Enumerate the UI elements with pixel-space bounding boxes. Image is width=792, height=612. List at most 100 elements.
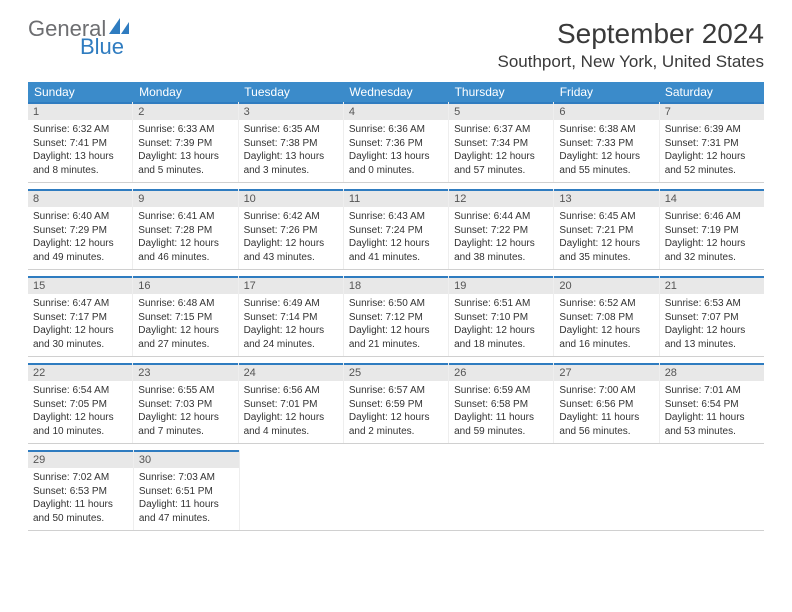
day-body: Sunrise: 6:32 AMSunset: 7:41 PMDaylight:… bbox=[28, 120, 132, 182]
day-number: 15 bbox=[28, 276, 132, 294]
day-cell-29: 29Sunrise: 7:02 AMSunset: 6:53 PMDayligh… bbox=[28, 450, 134, 530]
week-row: 1Sunrise: 6:32 AMSunset: 7:41 PMDaylight… bbox=[28, 102, 764, 183]
day-cell-30: 30Sunrise: 7:03 AMSunset: 6:51 PMDayligh… bbox=[134, 450, 240, 530]
weekday-sunday: Sunday bbox=[28, 82, 133, 102]
day-body: Sunrise: 6:37 AMSunset: 7:34 PMDaylight:… bbox=[449, 120, 553, 182]
day-cell-2: 2Sunrise: 6:33 AMSunset: 7:39 PMDaylight… bbox=[133, 102, 238, 182]
day-cell-1: 1Sunrise: 6:32 AMSunset: 7:41 PMDaylight… bbox=[28, 102, 133, 182]
day-cell-15: 15Sunrise: 6:47 AMSunset: 7:17 PMDayligh… bbox=[28, 276, 133, 356]
day-body: Sunrise: 7:02 AMSunset: 6:53 PMDaylight:… bbox=[28, 468, 133, 530]
day-cell-18: 18Sunrise: 6:50 AMSunset: 7:12 PMDayligh… bbox=[344, 276, 449, 356]
day-body: Sunrise: 6:33 AMSunset: 7:39 PMDaylight:… bbox=[133, 120, 237, 182]
weekday-friday: Friday bbox=[554, 82, 659, 102]
day-number: 14 bbox=[660, 189, 764, 207]
weekday-wednesday: Wednesday bbox=[343, 82, 448, 102]
day-number: 22 bbox=[28, 363, 132, 381]
day-body: Sunrise: 6:45 AMSunset: 7:21 PMDaylight:… bbox=[554, 207, 658, 269]
day-body: Sunrise: 7:01 AMSunset: 6:54 PMDaylight:… bbox=[660, 381, 764, 443]
day-number: 20 bbox=[554, 276, 658, 294]
day-number: 1 bbox=[28, 102, 132, 120]
day-body: Sunrise: 7:03 AMSunset: 6:51 PMDaylight:… bbox=[134, 468, 239, 530]
day-number: 4 bbox=[344, 102, 448, 120]
empty-cell bbox=[449, 450, 554, 530]
weekday-header-row: SundayMondayTuesdayWednesdayThursdayFrid… bbox=[28, 82, 764, 102]
weekday-tuesday: Tuesday bbox=[238, 82, 343, 102]
day-number: 19 bbox=[449, 276, 553, 294]
week-row: 22Sunrise: 6:54 AMSunset: 7:05 PMDayligh… bbox=[28, 363, 764, 444]
day-cell-27: 27Sunrise: 7:00 AMSunset: 6:56 PMDayligh… bbox=[554, 363, 659, 443]
day-cell-19: 19Sunrise: 6:51 AMSunset: 7:10 PMDayligh… bbox=[449, 276, 554, 356]
day-body: Sunrise: 6:42 AMSunset: 7:26 PMDaylight:… bbox=[239, 207, 343, 269]
day-body: Sunrise: 6:59 AMSunset: 6:58 PMDaylight:… bbox=[449, 381, 553, 443]
day-number: 23 bbox=[133, 363, 237, 381]
week-row: 29Sunrise: 7:02 AMSunset: 6:53 PMDayligh… bbox=[28, 450, 764, 531]
day-body: Sunrise: 6:56 AMSunset: 7:01 PMDaylight:… bbox=[239, 381, 343, 443]
day-number: 13 bbox=[554, 189, 658, 207]
day-body: Sunrise: 6:36 AMSunset: 7:36 PMDaylight:… bbox=[344, 120, 448, 182]
page-title: September 2024 bbox=[498, 18, 765, 50]
day-body: Sunrise: 6:46 AMSunset: 7:19 PMDaylight:… bbox=[660, 207, 764, 269]
day-number: 9 bbox=[133, 189, 237, 207]
day-cell-23: 23Sunrise: 6:55 AMSunset: 7:03 PMDayligh… bbox=[133, 363, 238, 443]
day-body: Sunrise: 6:53 AMSunset: 7:07 PMDaylight:… bbox=[660, 294, 764, 356]
day-cell-3: 3Sunrise: 6:35 AMSunset: 7:38 PMDaylight… bbox=[239, 102, 344, 182]
empty-cell bbox=[554, 450, 659, 530]
day-number: 26 bbox=[449, 363, 553, 381]
day-body: Sunrise: 6:39 AMSunset: 7:31 PMDaylight:… bbox=[660, 120, 764, 182]
day-body: Sunrise: 6:52 AMSunset: 7:08 PMDaylight:… bbox=[554, 294, 658, 356]
day-body: Sunrise: 6:43 AMSunset: 7:24 PMDaylight:… bbox=[344, 207, 448, 269]
empty-cell bbox=[659, 450, 764, 530]
day-cell-7: 7Sunrise: 6:39 AMSunset: 7:31 PMDaylight… bbox=[660, 102, 764, 182]
day-number: 25 bbox=[344, 363, 448, 381]
day-body: Sunrise: 6:51 AMSunset: 7:10 PMDaylight:… bbox=[449, 294, 553, 356]
day-cell-24: 24Sunrise: 6:56 AMSunset: 7:01 PMDayligh… bbox=[239, 363, 344, 443]
day-number: 30 bbox=[134, 450, 239, 468]
day-cell-6: 6Sunrise: 6:38 AMSunset: 7:33 PMDaylight… bbox=[554, 102, 659, 182]
empty-cell bbox=[240, 450, 345, 530]
week-row: 15Sunrise: 6:47 AMSunset: 7:17 PMDayligh… bbox=[28, 276, 764, 357]
day-body: Sunrise: 6:40 AMSunset: 7:29 PMDaylight:… bbox=[28, 207, 132, 269]
weekday-monday: Monday bbox=[133, 82, 238, 102]
day-number: 18 bbox=[344, 276, 448, 294]
day-cell-17: 17Sunrise: 6:49 AMSunset: 7:14 PMDayligh… bbox=[239, 276, 344, 356]
weekday-saturday: Saturday bbox=[659, 82, 764, 102]
day-body: Sunrise: 6:41 AMSunset: 7:28 PMDaylight:… bbox=[133, 207, 237, 269]
day-number: 29 bbox=[28, 450, 133, 468]
day-number: 7 bbox=[660, 102, 764, 120]
day-body: Sunrise: 6:48 AMSunset: 7:15 PMDaylight:… bbox=[133, 294, 237, 356]
day-cell-13: 13Sunrise: 6:45 AMSunset: 7:21 PMDayligh… bbox=[554, 189, 659, 269]
day-cell-4: 4Sunrise: 6:36 AMSunset: 7:36 PMDaylight… bbox=[344, 102, 449, 182]
day-number: 17 bbox=[239, 276, 343, 294]
week-row: 8Sunrise: 6:40 AMSunset: 7:29 PMDaylight… bbox=[28, 189, 764, 270]
day-cell-28: 28Sunrise: 7:01 AMSunset: 6:54 PMDayligh… bbox=[660, 363, 764, 443]
calendar: SundayMondayTuesdayWednesdayThursdayFrid… bbox=[28, 82, 764, 531]
day-cell-20: 20Sunrise: 6:52 AMSunset: 7:08 PMDayligh… bbox=[554, 276, 659, 356]
day-number: 21 bbox=[660, 276, 764, 294]
day-body: Sunrise: 6:54 AMSunset: 7:05 PMDaylight:… bbox=[28, 381, 132, 443]
day-number: 16 bbox=[133, 276, 237, 294]
day-number: 12 bbox=[449, 189, 553, 207]
day-body: Sunrise: 6:57 AMSunset: 6:59 PMDaylight:… bbox=[344, 381, 448, 443]
day-number: 27 bbox=[554, 363, 658, 381]
day-cell-11: 11Sunrise: 6:43 AMSunset: 7:24 PMDayligh… bbox=[344, 189, 449, 269]
day-body: Sunrise: 6:38 AMSunset: 7:33 PMDaylight:… bbox=[554, 120, 658, 182]
weekday-thursday: Thursday bbox=[449, 82, 554, 102]
day-cell-8: 8Sunrise: 6:40 AMSunset: 7:29 PMDaylight… bbox=[28, 189, 133, 269]
location-label: Southport, New York, United States bbox=[498, 52, 765, 72]
day-body: Sunrise: 6:50 AMSunset: 7:12 PMDaylight:… bbox=[344, 294, 448, 356]
day-number: 11 bbox=[344, 189, 448, 207]
header: General Blue September 2024 Southport, N… bbox=[28, 18, 764, 72]
day-body: Sunrise: 6:35 AMSunset: 7:38 PMDaylight:… bbox=[239, 120, 343, 182]
day-number: 24 bbox=[239, 363, 343, 381]
day-number: 28 bbox=[660, 363, 764, 381]
day-number: 6 bbox=[554, 102, 658, 120]
day-body: Sunrise: 6:49 AMSunset: 7:14 PMDaylight:… bbox=[239, 294, 343, 356]
day-number: 5 bbox=[449, 102, 553, 120]
day-cell-10: 10Sunrise: 6:42 AMSunset: 7:26 PMDayligh… bbox=[239, 189, 344, 269]
day-cell-22: 22Sunrise: 6:54 AMSunset: 7:05 PMDayligh… bbox=[28, 363, 133, 443]
day-body: Sunrise: 6:55 AMSunset: 7:03 PMDaylight:… bbox=[133, 381, 237, 443]
day-body: Sunrise: 6:44 AMSunset: 7:22 PMDaylight:… bbox=[449, 207, 553, 269]
day-cell-21: 21Sunrise: 6:53 AMSunset: 7:07 PMDayligh… bbox=[660, 276, 764, 356]
day-number: 8 bbox=[28, 189, 132, 207]
day-cell-16: 16Sunrise: 6:48 AMSunset: 7:15 PMDayligh… bbox=[133, 276, 238, 356]
